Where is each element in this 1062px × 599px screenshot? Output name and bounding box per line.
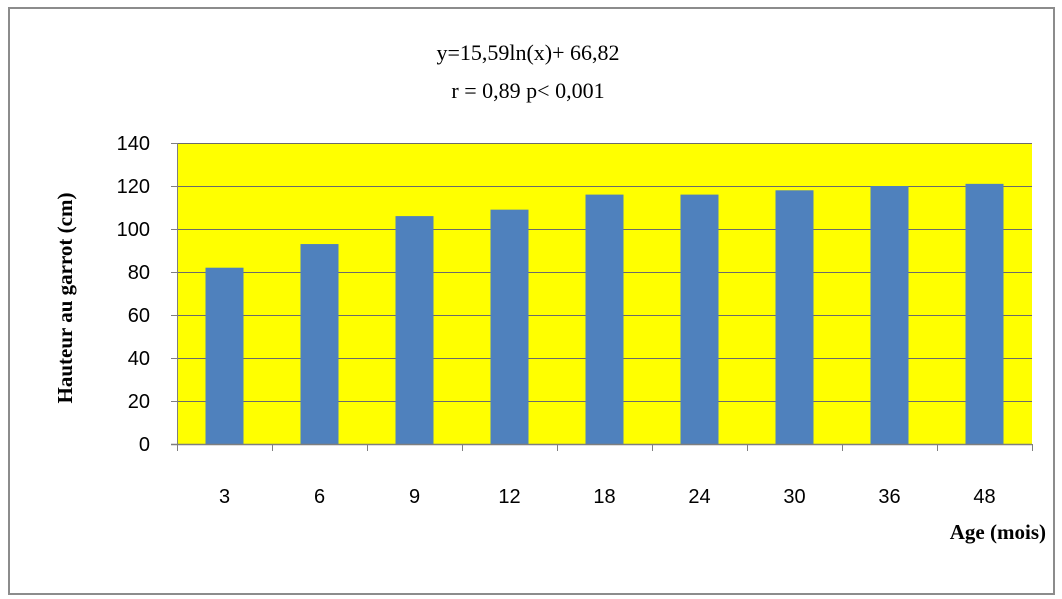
bars	[205, 183, 1004, 444]
x-tick-label-48: 48	[973, 486, 995, 508]
bar-18	[585, 194, 624, 444]
bar-48	[965, 183, 1004, 444]
x-tick-label-9: 9	[409, 486, 420, 508]
x-tick-label-36: 36	[878, 486, 900, 508]
x-tick-labels: 3 6 9 12 18 24 30 36 48	[219, 486, 996, 508]
x-tick-label-18: 18	[593, 486, 615, 508]
y-tick-label-140: 140	[117, 133, 150, 155]
y-axis-title: Hauteur au garrot (cm)	[53, 193, 77, 404]
y-tick-label-100: 100	[117, 219, 150, 241]
bar-36	[870, 186, 909, 444]
y-tick-label-80: 80	[128, 262, 150, 284]
bar-30	[775, 190, 814, 444]
x-tick-label-24: 24	[688, 486, 710, 508]
correlation-stats: r = 0,89 p< 0,001	[451, 78, 604, 103]
y-tick-label-120: 120	[117, 176, 150, 198]
axes	[171, 143, 1033, 451]
y-tick-label-60: 60	[128, 305, 150, 327]
y-tick-label-20: 20	[128, 391, 150, 413]
bar-3	[205, 267, 244, 444]
regression-equation: y=15,59ln(x)+ 66,82	[436, 40, 619, 65]
bar-6	[300, 244, 339, 444]
x-tick-label-6: 6	[314, 486, 325, 508]
bar-9	[395, 216, 434, 444]
bar-12	[490, 209, 529, 444]
y-tick-label-40: 40	[128, 348, 150, 370]
y-tick-label-0: 0	[139, 434, 150, 456]
y-tick-labels: 0 20 40 60 80 100 120 140	[117, 133, 150, 456]
bar-24	[680, 194, 719, 444]
x-tick-label-12: 12	[498, 486, 520, 508]
x-axis-title: Age (mois)	[950, 520, 1046, 544]
x-tick-label-3: 3	[219, 486, 230, 508]
x-tick-label-30: 30	[783, 486, 805, 508]
